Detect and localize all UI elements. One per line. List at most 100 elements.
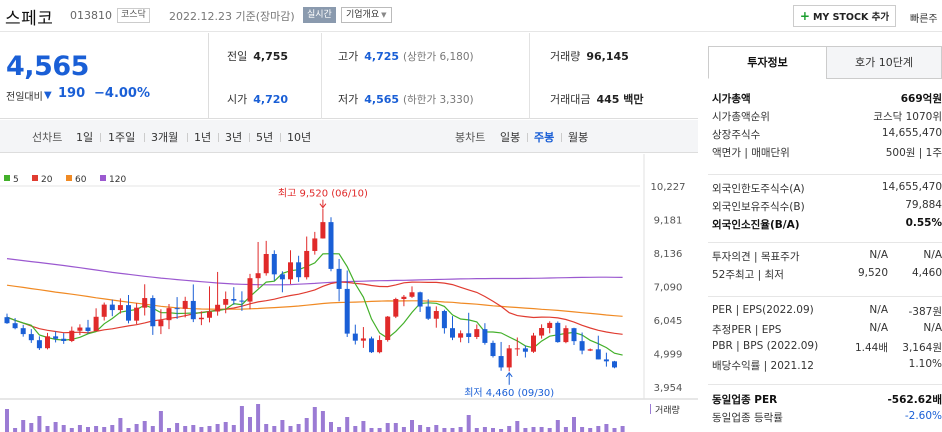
info-label: 배당수익률 | 2021.12 [712,360,814,372]
candle-body [328,222,334,269]
candle-body [555,322,561,343]
candle-body [312,238,318,251]
tab-1y[interactable]: 1년 [194,131,212,144]
info-row: 동일업종 PER -562.62배 [712,392,942,410]
info-label: PBR | BPS (2022.09) [712,340,819,352]
candle-body [336,268,342,289]
volume-bar [118,418,123,432]
info-value: 14,655,470 [881,181,942,193]
volume-bar [304,418,309,432]
volume-bar [555,420,560,432]
volume-label: 거래량 [655,404,680,416]
down-triangle-icon: ▼ [44,90,52,101]
tab-1d[interactable]: 1일 [76,131,94,144]
volume-bar [256,404,261,432]
compare-label: 전일대비 [6,92,43,103]
info-label: 외국인한도주식수(A) [712,183,805,195]
info-value: N/A [923,249,942,261]
tab-monthly[interactable]: 월봉 [568,131,589,144]
divider [187,133,188,142]
volume-bar [588,428,593,432]
down-arrow-icon [319,203,327,209]
candle-body [223,299,229,305]
volume-bar [215,424,220,432]
candle-body [595,349,601,360]
info-value: 4,460 [911,267,942,279]
realtime-badge[interactable]: 실시간 [303,7,336,23]
info-row: 투자의견 | 목표주가 N/A N/A [712,249,942,267]
tab-10y[interactable]: 10년 [287,131,312,144]
stat-open: 시가 4,720 [227,91,288,107]
candle-body [142,298,148,308]
volume-bar [620,426,625,432]
candle-body [409,292,415,297]
candle-body [20,328,26,335]
stat-value: 445 백만 [596,93,644,106]
info-value: -2.60% [904,410,942,422]
tab-5y[interactable]: 5년 [256,131,274,144]
stock-header: 스페코 013810 코스닥 2022.12.23 기준(장마감) 실시간 기업… [0,0,942,32]
candle-body [320,222,326,239]
candlestick-chart[interactable]: 10,227 9,181 8,136 7,090 6,045 4,999 3,954 5 20 6… [0,154,698,432]
legend-swatch [32,175,38,181]
info-row: 동일업종 등락률 -2.60% [712,410,942,428]
price-summary: 4,565 전일대비 ▼ 190 −4.00% [0,33,208,119]
info-row: PBR | BPS (2022.09) 1.44배 3,164원 [712,340,942,358]
low-annotation: 최저 4,460 (09/30) [464,387,554,399]
info-value: N/A [869,304,888,316]
volume-bar [563,427,568,432]
info-label: 동일업종 등락률 [712,412,783,424]
volume-bar [158,411,163,432]
candle-body [109,304,115,311]
tab-daily[interactable]: 일봉 [500,131,521,144]
stat-low: 저가 4,565 (하한가 3,330) [338,91,474,107]
tab-invest-info[interactable]: 투자정보 [708,46,827,79]
candle-body [93,316,99,332]
candle-body [198,317,204,320]
info-value: 코스닥 1070위 [873,111,942,123]
stock-name: 스페코 [5,9,54,29]
add-my-stock-button[interactable]: + MY STOCK 추가 [793,5,896,27]
tab-3y[interactable]: 3년 [225,131,243,144]
volume-bar [507,426,512,432]
volume-bar [167,428,171,432]
info-row: 상장주식수 14,655,470 [712,127,942,145]
tab-weekly[interactable]: 주봉 [534,131,555,144]
info-label: 52주최고 | 최저 [712,269,784,281]
candle-body [393,299,399,317]
volume-bar [612,428,617,432]
candle-body [417,292,423,307]
volume-bar [320,411,325,432]
candle-body [271,253,277,275]
info-value: 500원 | 1주 [885,147,942,159]
tab-quote-10[interactable]: 호가 10단계 [826,46,942,79]
candle-body [288,262,293,280]
stock-code: 013810 [70,9,112,22]
candle-body [85,327,91,332]
volume-bar [450,428,455,432]
chart-canvas: 10,227 9,181 8,136 7,090 6,045 4,999 3,954 5 20 6… [0,154,698,432]
volume-bar [239,406,244,432]
candle-body [174,308,180,310]
stat-amount: 거래대금 445 백만 [550,91,644,107]
tab-3m[interactable]: 3개월 [151,131,179,144]
volume-bar [110,425,115,432]
divider [708,242,942,243]
candle-body [474,329,480,337]
side-tabs: 투자정보 호가 10단계 [708,46,942,79]
candle-body [539,328,545,336]
volume-bar [37,416,42,432]
tab-1w[interactable]: 1주일 [108,131,136,144]
candle-body [352,333,358,341]
stat-label: 시가 [227,93,248,106]
stat-label: 거래대금 [550,93,591,106]
info-value: 669억원 [900,93,942,105]
volume-bar [434,425,439,432]
candle-body [360,338,366,341]
y-tick-label: 4,999 [654,350,683,361]
quick-link[interactable]: 빠른주 [910,14,938,25]
company-info-dropdown[interactable]: 기업개요 ▼ [341,7,392,23]
candle-body [101,304,107,317]
moving-average-ma5 [6,253,623,356]
candle-body [441,311,447,329]
